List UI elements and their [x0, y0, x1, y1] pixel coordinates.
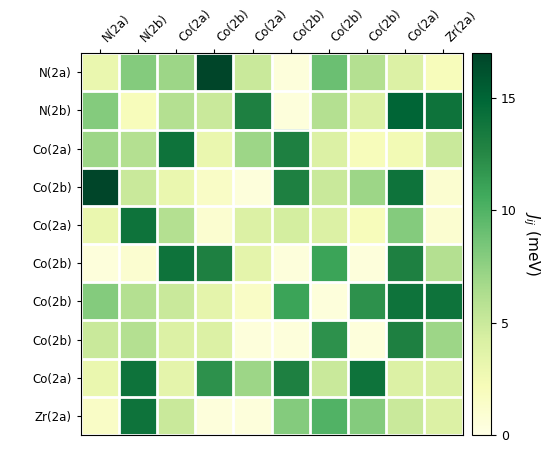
Y-axis label: $J_{ij}$ (meV): $J_{ij}$ (meV) [521, 212, 542, 277]
